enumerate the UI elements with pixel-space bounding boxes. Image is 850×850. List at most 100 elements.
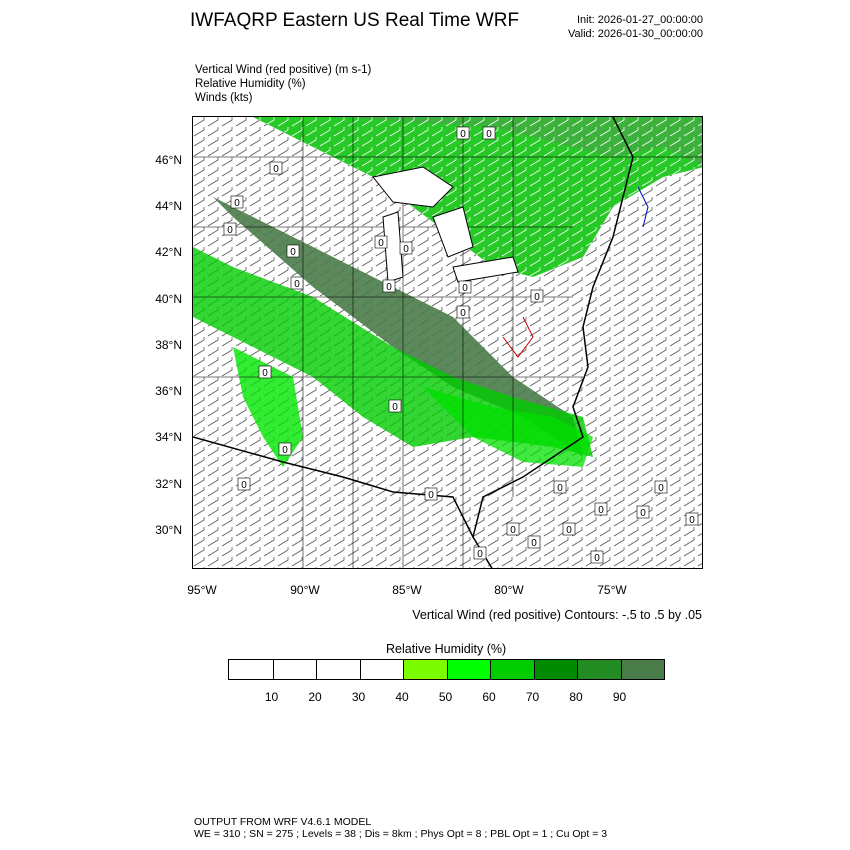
zero-label-box xyxy=(382,279,396,293)
zero-contour-label: 0 xyxy=(534,292,540,303)
contour-note: Vertical Wind (red positive) Contours: -… xyxy=(412,608,702,622)
lat-label: 34°N xyxy=(155,430,182,444)
zero-contour-label: 0 xyxy=(227,225,233,236)
zero-label-box xyxy=(530,289,544,303)
lake-superior xyxy=(372,166,454,208)
zero-label-box xyxy=(286,244,300,258)
colorbar-cell xyxy=(446,660,490,679)
zero-label-box xyxy=(399,241,413,255)
zero-label-box xyxy=(456,126,470,140)
colorbar-tick-label: 30 xyxy=(351,690,366,704)
zero-label-box xyxy=(636,505,650,519)
zero-contour-label: 0 xyxy=(510,525,516,536)
valid-time: Valid: 2026-01-30_00:00:00 xyxy=(568,28,703,40)
colorbar-cell xyxy=(620,660,664,679)
colorbar-cell xyxy=(490,660,534,679)
colorbar-cell xyxy=(577,660,621,679)
zero-contour-label: 0 xyxy=(460,308,466,319)
zero-label-box xyxy=(374,235,388,249)
zero-contour-label: 0 xyxy=(531,538,537,549)
page-title: IWFAQRP Eastern US Real Time WRF xyxy=(190,10,520,31)
zero-contour-label: 0 xyxy=(557,483,563,494)
lat-label: 36°N xyxy=(155,384,182,398)
lon-label: 95°W xyxy=(187,583,217,597)
zero-label-box xyxy=(654,480,668,494)
weather-map: 0 0 0 0 0 0 0 0 0 0 0 0 0 0 0 0 0 0 0 0 0 0 0 0 0 0 0 0 xyxy=(192,116,703,569)
lake-erie xyxy=(452,256,519,283)
zero-label-box xyxy=(223,222,237,236)
lat-label: 38°N xyxy=(155,338,182,352)
zero-label-box xyxy=(388,399,402,413)
colorbar-tick-label: 70 xyxy=(525,690,540,704)
colorbar-cell xyxy=(272,660,316,679)
lon-label: 80°W xyxy=(494,583,524,597)
zero-labels: 0 0 0 0 0 0 0 0 0 0 0 0 0 0 0 0 0 0 0 0 0 0 0 0 0 0 0 0 xyxy=(223,126,699,564)
zero-label-box xyxy=(456,305,470,319)
map-canvas: 0 0 0 0 0 0 0 0 0 0 0 0 0 0 0 0 0 0 0 0 0 0 0 0 0 0 0 0 xyxy=(193,117,702,568)
state-boundaries xyxy=(193,117,702,568)
vertical-wind-contour-negative xyxy=(637,186,649,228)
zero-label-box xyxy=(258,365,272,379)
zero-contour-label: 0 xyxy=(598,505,604,516)
colorbar-cell xyxy=(229,660,273,679)
zero-label-box xyxy=(269,161,283,175)
zero-contour-label: 0 xyxy=(392,402,398,413)
colorbar-tick-label: 50 xyxy=(438,690,453,704)
model-config: WE = 310 ; SN = 275 ; Levels = 38 ; Dis … xyxy=(194,828,608,840)
zero-contour-label: 0 xyxy=(477,549,483,560)
zero-label-box xyxy=(527,535,541,549)
zero-label-box xyxy=(590,550,604,564)
zero-contour-label: 0 xyxy=(428,490,434,501)
lat-label: 40°N xyxy=(155,292,182,306)
zero-label-box xyxy=(278,442,292,456)
lat-label: 32°N xyxy=(155,477,182,491)
colorbar-tick-label: 80 xyxy=(569,690,583,704)
colorbar-tick-label: 90 xyxy=(612,690,627,704)
zero-contour-label: 0 xyxy=(234,198,240,209)
lake-michigan xyxy=(382,211,404,283)
colorbar-title: Relative Humidity (%) xyxy=(386,642,507,656)
field-label-winds: Winds (kts) xyxy=(195,92,253,104)
lon-label: 75°W xyxy=(597,583,627,597)
colorbar-cell xyxy=(403,660,447,679)
zero-label-box xyxy=(594,502,608,516)
zero-label-box xyxy=(506,522,520,536)
zero-contour-label: 0 xyxy=(294,279,300,290)
lat-label: 46°N xyxy=(155,153,182,167)
colorbar-tick-label: 40 xyxy=(395,690,409,704)
zero-contour-label: 0 xyxy=(640,508,646,519)
lon-label: 90°W xyxy=(290,583,320,597)
zero-label-box xyxy=(562,522,576,536)
zero-label-box xyxy=(685,512,699,526)
zero-contour-label: 0 xyxy=(486,129,492,140)
field-label-vertical-wind: Vertical Wind (red positive) (m s-1) xyxy=(195,64,372,76)
zero-contour-label: 0 xyxy=(594,553,600,564)
zero-contour-label: 0 xyxy=(273,164,279,175)
zero-contour-label: 0 xyxy=(566,525,572,536)
zero-contour-label: 0 xyxy=(403,244,409,255)
zero-contour-label: 0 xyxy=(282,445,288,456)
colorbar-tick-label: 60 xyxy=(482,690,496,704)
init-time: Init: 2026-01-27_00:00:00 xyxy=(577,14,703,26)
zero-label-box xyxy=(290,276,304,290)
colorbar-tick-label: 10 xyxy=(264,690,279,704)
colorbar-cell xyxy=(533,660,577,679)
zero-contour-label: 0 xyxy=(462,283,468,294)
lat-label: 44°N xyxy=(155,199,182,213)
coastline xyxy=(472,117,634,568)
colorbar xyxy=(228,659,665,680)
zero-contour-label: 0 xyxy=(460,129,466,140)
zero-label-box xyxy=(424,487,438,501)
zero-label-box xyxy=(458,280,472,294)
zero-contour-label: 0 xyxy=(689,515,695,526)
lat-label: 30°N xyxy=(155,523,182,537)
zero-label-box xyxy=(237,477,251,491)
zero-label-box xyxy=(553,480,567,494)
colorbar-cell xyxy=(359,660,403,679)
humidity-band-carolinas xyxy=(423,387,593,467)
model-info: OUTPUT FROM WRF V4.6.1 MODEL xyxy=(194,816,372,828)
zero-contour-label: 0 xyxy=(241,480,247,491)
zero-label-box xyxy=(473,546,487,560)
colorbar-tick-label: 20 xyxy=(308,690,322,704)
field-label-relative-humidity: Relative Humidity (%) xyxy=(195,78,306,90)
